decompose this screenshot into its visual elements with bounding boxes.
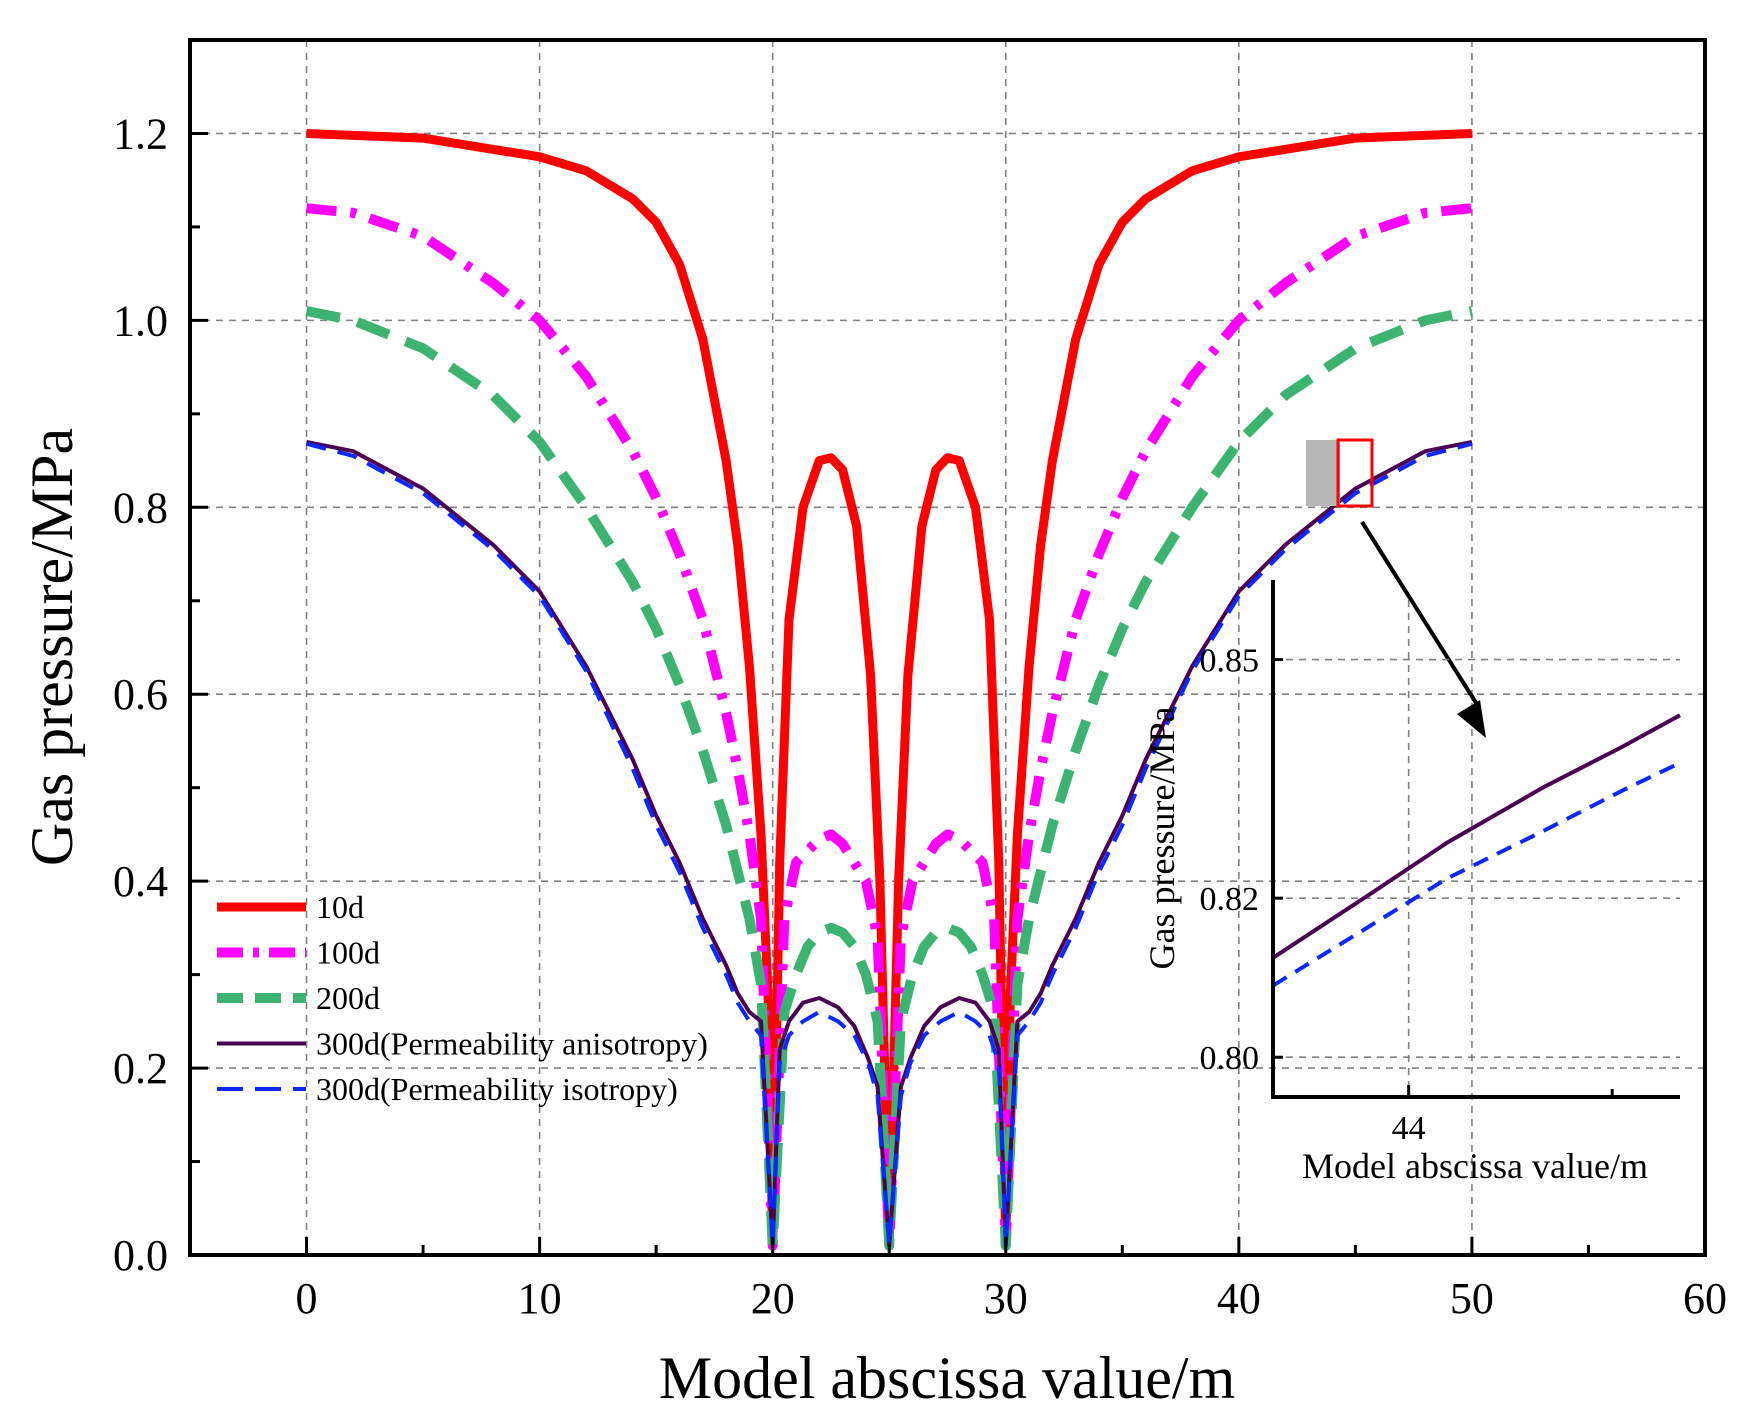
legend-label-10d: 10d <box>316 889 364 925</box>
y-tick-label: 0.2 <box>113 1044 168 1093</box>
plot-frame <box>188 38 1707 1257</box>
x-tick-label: 20 <box>751 1274 795 1323</box>
y-tick-label: 1.0 <box>113 296 168 345</box>
x-tick-label: 40 <box>1217 1274 1261 1323</box>
zoom-region-shade <box>1306 440 1340 506</box>
inset-x-axis-title: Model abscissa value/m <box>1302 1146 1648 1186</box>
y-tick-label: 0.4 <box>113 857 168 906</box>
y-axis-title: Gas pressure/MPa <box>19 428 85 866</box>
legend: 10d 100d 200d 300d(Permeability anisotropy)… <box>217 889 708 1107</box>
inset-y-tick-label: 0.85 <box>1200 643 1260 680</box>
y-tick-label: 0.8 <box>113 483 168 532</box>
y-tick-label: 1.2 <box>113 109 168 158</box>
inset-ticks: 44 0.80 0.82 0.85 <box>1200 643 1614 1147</box>
x-tick-label: 0 <box>296 1274 318 1323</box>
inset-y-axis-title: Gas pressure/MPa <box>1142 707 1182 970</box>
inset-x-tick-label: 44 <box>1392 1110 1426 1147</box>
zoom-marker <box>1306 438 1486 738</box>
inset-grid <box>1273 600 1680 1097</box>
x-axis-title: Model abscissa value/m <box>659 1345 1236 1411</box>
inset-y-tick-label: 0.80 <box>1200 1040 1260 1077</box>
zoom-arrow-line <box>1360 520 1480 708</box>
main-tick-labels: 0 10 20 30 40 50 60 0.0 0.2 0.4 0.6 0.8 1.0 1.2 <box>113 109 1727 1323</box>
main-ticks <box>188 38 1707 1257</box>
series-line-300d-permeability-isotropy <box>305 441 1473 1248</box>
x-tick-label: 30 <box>984 1274 1028 1323</box>
x-tick-label: 60 <box>1683 1274 1727 1323</box>
legend-label-300d-permeability-anisotropy: 300d(Permeability anisotropy) <box>316 1026 708 1062</box>
inset-series-line-300d-permeability-anisotropy <box>1271 713 1681 960</box>
legend-label-200d: 200d <box>316 980 380 1016</box>
inset-chart: 44 0.80 0.82 0.85 Model abscissa value/m Ga… <box>1142 580 1681 1186</box>
main-grid <box>190 40 1705 1255</box>
inset-y-tick-label: 0.82 <box>1200 881 1260 918</box>
legend-label-300d-permeability-isotropy: 300d(Permeability isotropy) <box>316 1071 678 1107</box>
inset-series <box>1271 713 1681 988</box>
y-tick-label: 0.0 <box>113 1231 168 1280</box>
zoom-region-box <box>1336 438 1374 508</box>
legend-label-100d: 100d <box>316 935 380 971</box>
y-tick-label: 0.6 <box>113 670 168 719</box>
x-tick-label: 50 <box>1450 1274 1494 1323</box>
x-tick-label: 10 <box>518 1274 562 1323</box>
zoom-arrow-head <box>1457 700 1486 738</box>
inset-series-line-300d-permeability-isotropy <box>1271 761 1681 988</box>
